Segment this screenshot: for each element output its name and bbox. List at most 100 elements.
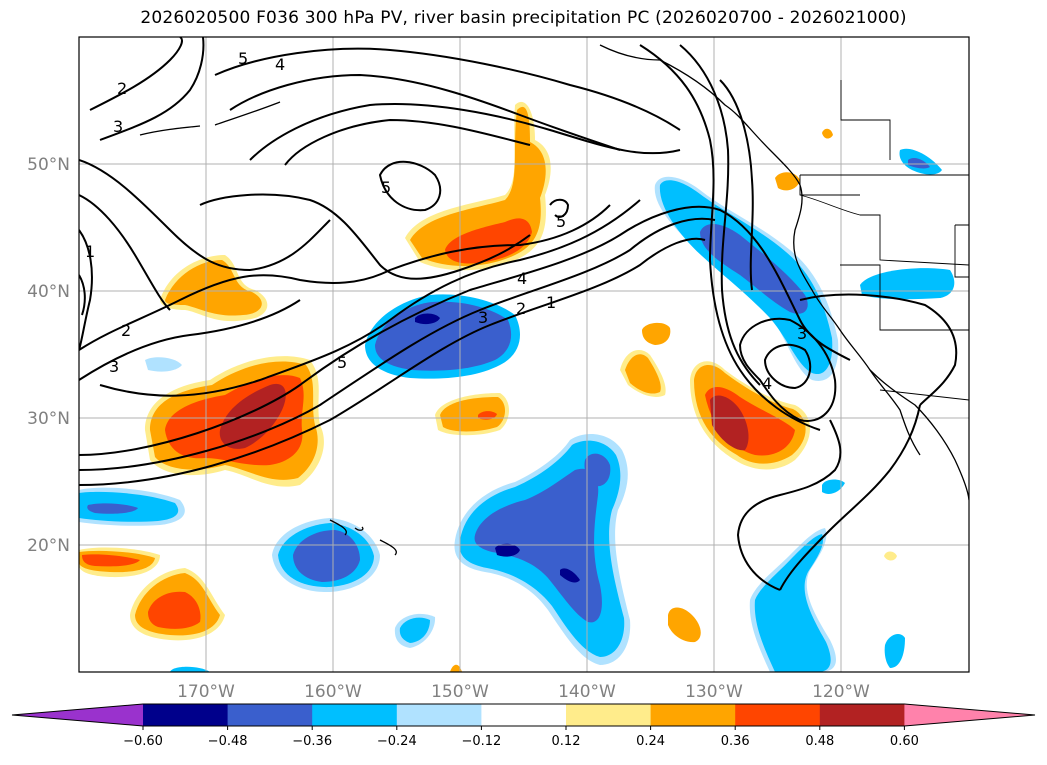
colorbar-tick-label: −0.60 (123, 734, 163, 749)
lon-label-150w: 150°W (431, 682, 489, 702)
pv-contour-label: 4 (517, 269, 527, 288)
lon-label-140w: 140°W (558, 682, 616, 702)
pv-contour-label: 1 (546, 293, 556, 312)
pv-contour-label: 3 (797, 324, 807, 343)
precip-blob (445, 218, 532, 264)
pv-contour-line (79, 274, 86, 316)
precip-blob (884, 634, 905, 668)
coastlines (139, 44, 969, 556)
precip-blob (415, 313, 440, 325)
precip-blob (440, 397, 506, 432)
pv-contour-line (214, 47, 681, 131)
colorbar-extend-max (904, 704, 1035, 726)
pv-contour-line (639, 44, 821, 431)
lon-label-120w: 120°W (812, 682, 870, 702)
colorbar-segment (312, 704, 398, 726)
colorbar: −0.60 −0.48 −0.36 −0.24 −0.12 0.12 0.24 0.36 0.4… (11, 703, 1036, 749)
precip-blob (625, 354, 661, 394)
pv-contour-line (79, 159, 331, 272)
precip-blob (375, 301, 512, 371)
pv-contour-line (89, 37, 183, 111)
precip-blob (642, 322, 671, 345)
pv-contour-label: 5 (337, 353, 347, 372)
lon-label-130w: 130°W (685, 682, 743, 702)
precip-blob (822, 479, 845, 494)
precip-blob (908, 157, 930, 169)
lat-label-40n: 40°N (27, 282, 70, 302)
pv-contour-label: 2 (121, 321, 131, 340)
colorbar-tick-label: 0.36 (721, 734, 750, 749)
colorbar-tick-label: −0.36 (292, 734, 332, 749)
colorbar-tick-label: −0.48 (208, 734, 248, 749)
precip-blob (165, 260, 262, 316)
pv-contour-line (79, 237, 706, 486)
precip-blob (148, 591, 201, 629)
pv-contour-line (79, 299, 301, 381)
pv-contour-label: 2 (516, 299, 526, 318)
lat-labels: 50°N 40°N 30°N 20°N (27, 155, 70, 556)
colorbar-segment (143, 704, 229, 726)
pv-contour-line (779, 404, 921, 591)
pv-contour-line (99, 37, 205, 141)
precip-blob (775, 172, 800, 191)
pv-contour-label: 3 (113, 117, 123, 136)
pv-contour-line (99, 199, 641, 397)
lon-label-170w: 170°W (177, 682, 235, 702)
pv-contour-line (79, 205, 851, 456)
colorbar-extend-min (12, 704, 143, 726)
pv-contours (79, 37, 958, 591)
pv-contour-label: 2 (117, 79, 127, 98)
colorbar-tick-label: 0.24 (636, 734, 665, 749)
colorbar-tick-label: −0.24 (377, 734, 417, 749)
precip-blob (219, 383, 286, 449)
colorbar-tick-label: 0.48 (805, 734, 834, 749)
precip-blob (82, 554, 140, 567)
pv-contour-line (79, 204, 611, 351)
lon-label-160w: 160°W (304, 682, 362, 702)
colorbar-segment (650, 704, 736, 726)
precip-blob (87, 503, 138, 514)
precip-blob (822, 128, 833, 139)
precip-blob (145, 357, 182, 372)
precip-blob (560, 568, 580, 583)
lon-labels: 170°W 160°W 150°W 140°W 130°W 120°W (177, 682, 870, 702)
pv-contour-line (249, 103, 681, 161)
pv-contour-line (79, 229, 93, 351)
pv-contour-label: 5 (238, 49, 248, 68)
precip-blob (450, 664, 462, 672)
precip-blob (495, 543, 520, 557)
precip-blob (710, 395, 749, 451)
pv-contour-line (549, 198, 570, 218)
pv-contour-line (738, 317, 837, 422)
pv-contour-line (799, 293, 958, 406)
colorbar-segment (396, 704, 482, 726)
pv-contour-label: 3 (109, 357, 119, 376)
precip-blob (474, 468, 602, 623)
pv-contour-line (199, 193, 531, 280)
lat-label-20n: 20°N (27, 536, 70, 556)
colorbar-segment (481, 704, 567, 726)
pv-contour-line (79, 217, 716, 471)
pv-contour-line (284, 118, 531, 166)
pv-contour-label: 1 (85, 242, 95, 261)
lat-label-30n: 30°N (27, 409, 70, 429)
precip-shading (79, 101, 955, 672)
colorbar-tick-label: −0.12 (461, 734, 501, 749)
colorbar-segment (735, 704, 821, 726)
pv-contour-line (763, 343, 812, 390)
colorbar-segment (819, 704, 905, 726)
pv-contour-line (79, 194, 171, 311)
pv-contour-labels: 5 4 2 3 5 5 1 2 3 5 4 3 2 1 3 4 (85, 49, 807, 393)
pv-contour-label: 5 (381, 178, 391, 197)
colorbar-segment (227, 704, 313, 726)
precip-blob (754, 534, 831, 672)
pv-contour-label: 5 (556, 212, 566, 231)
pv-contour-label: 4 (275, 55, 285, 74)
pv-contour-line (679, 44, 761, 386)
colorbar-segment (566, 704, 652, 726)
precip-blob (399, 617, 430, 643)
colorbar-tick-label: 0.12 (552, 734, 581, 749)
pv-contour-label: 3 (478, 308, 488, 327)
pv-contour-line (736, 419, 842, 591)
